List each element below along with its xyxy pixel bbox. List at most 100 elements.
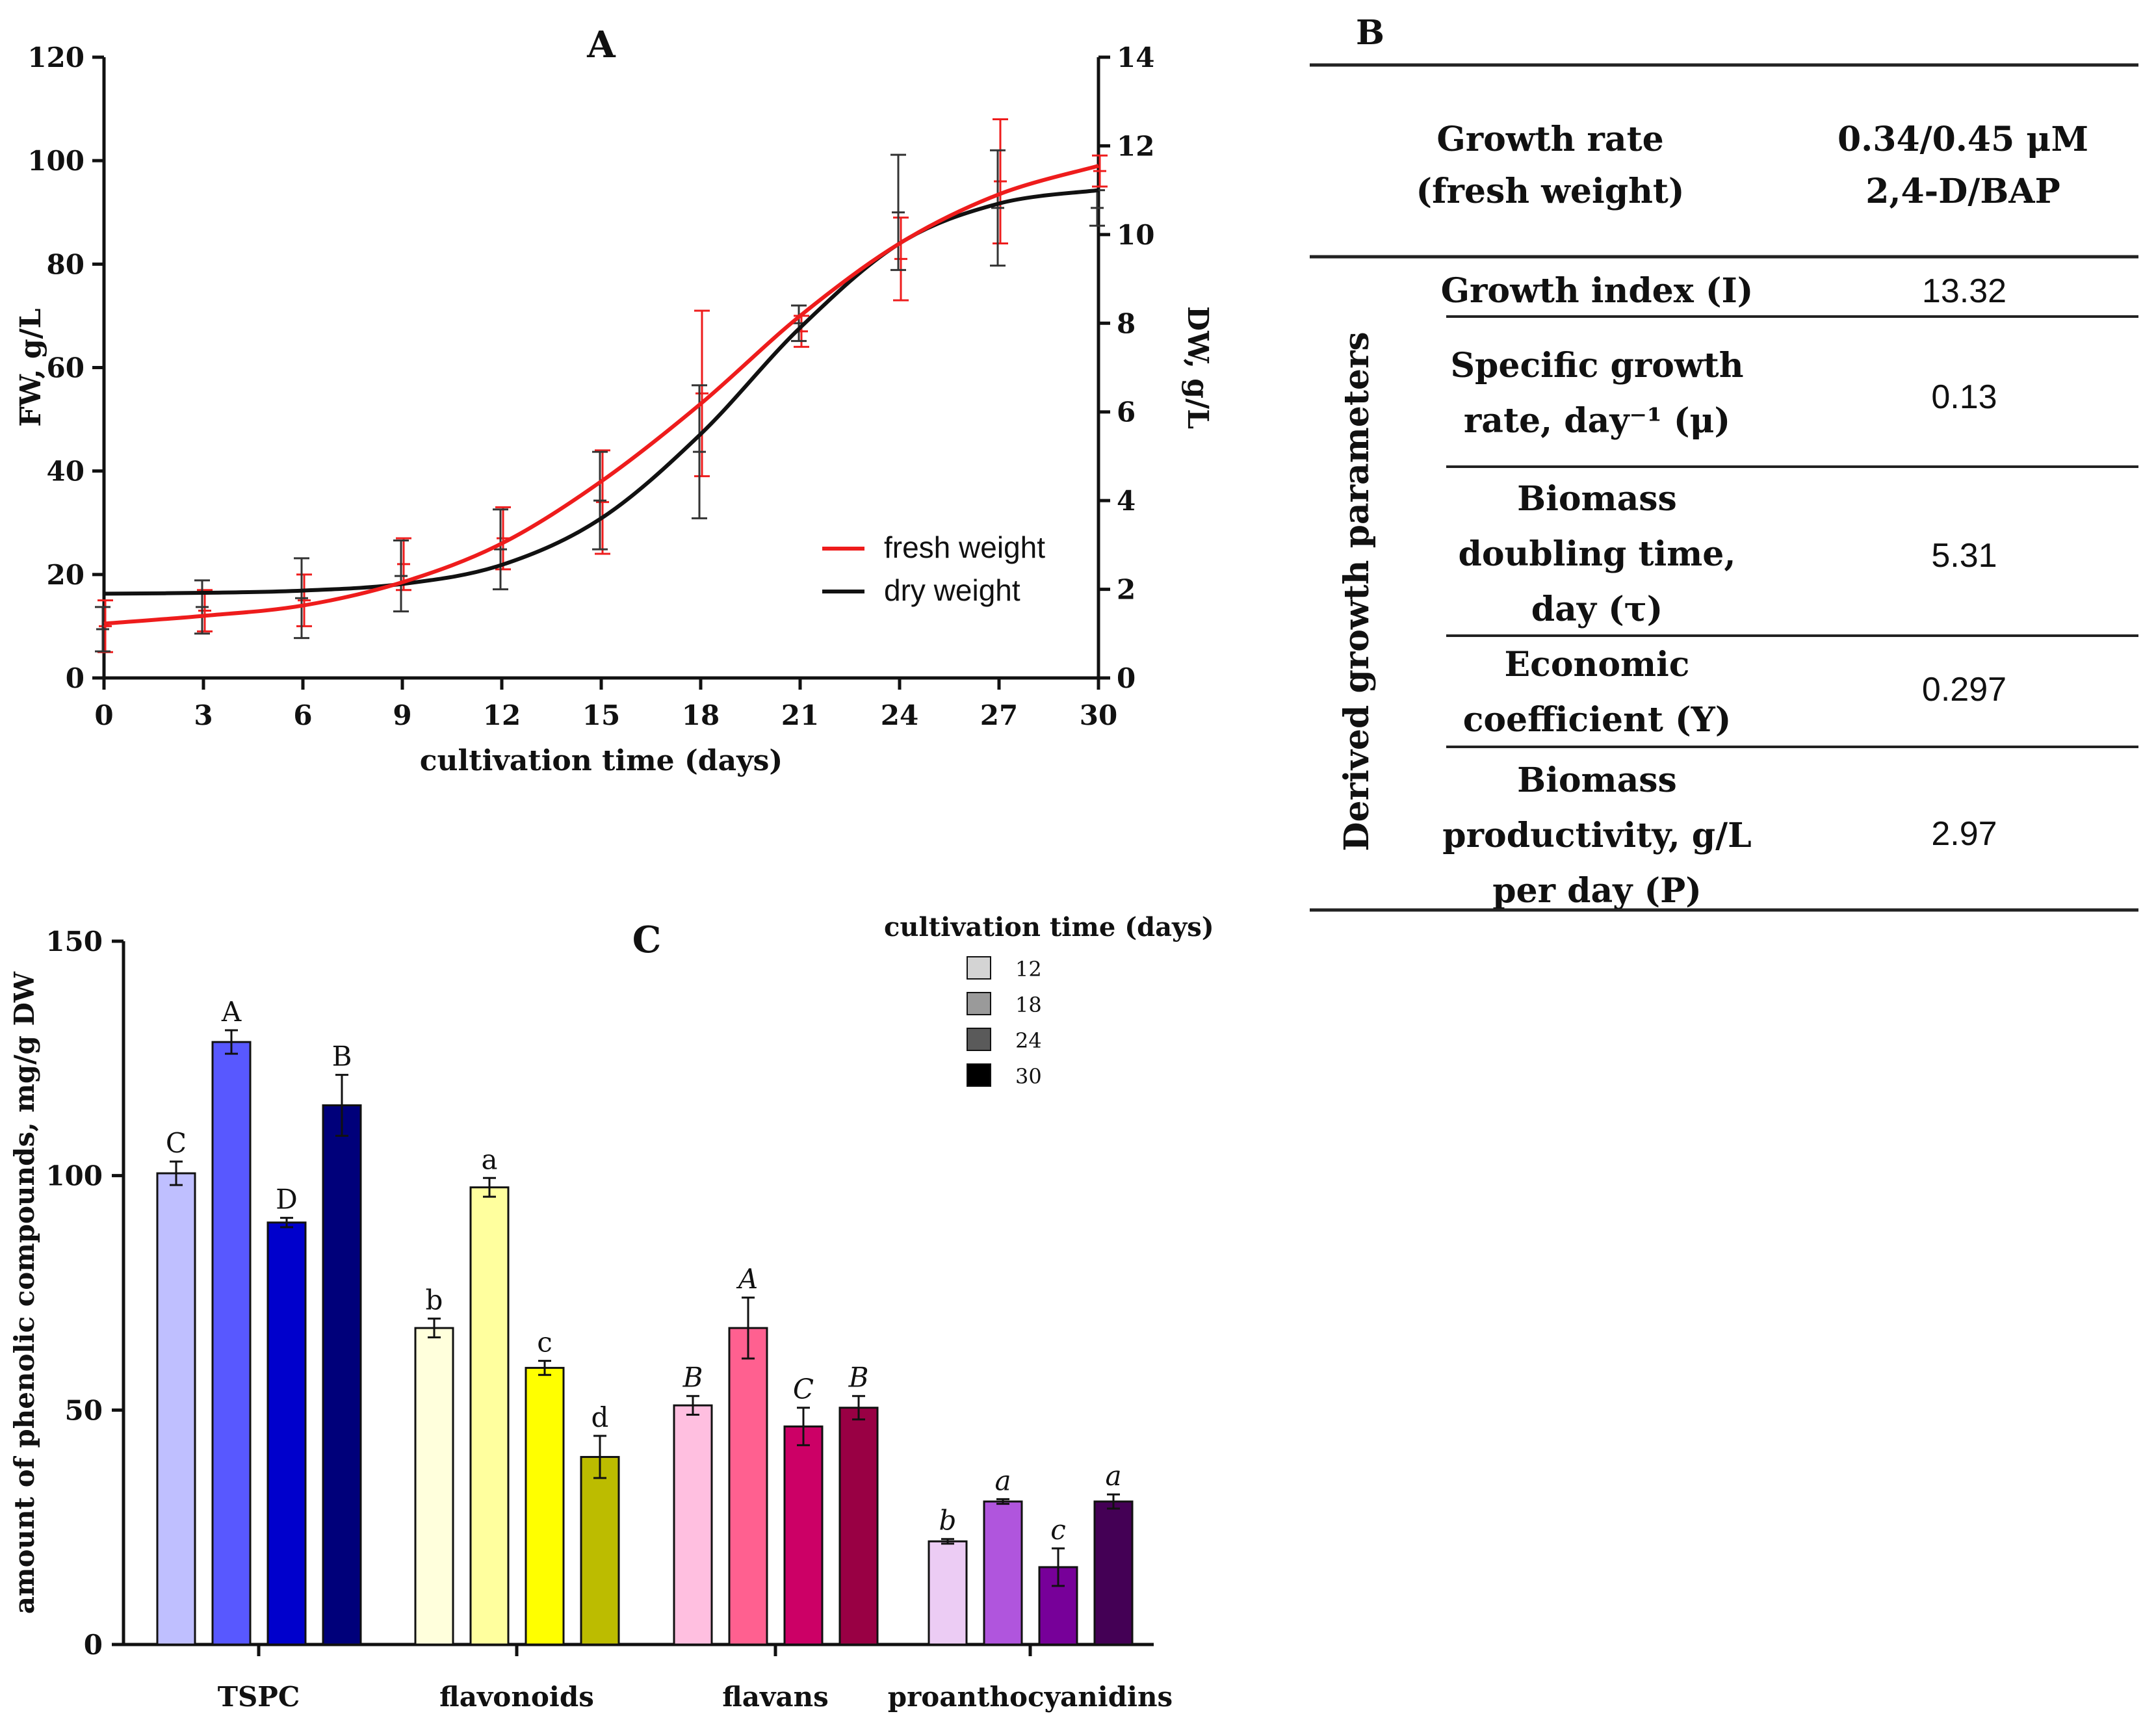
bar [673, 1404, 713, 1646]
y2-axis-title: DW, g/L [1181, 306, 1214, 429]
y-tick-label: 100 [45, 1160, 103, 1192]
y-tick-label: 80 [47, 248, 84, 280]
table-row-value: 0.297 [1922, 671, 2007, 708]
bar [322, 1104, 362, 1646]
significance-letter: B [682, 1362, 703, 1394]
x-tick-label: 15 [582, 699, 620, 731]
significance-letter: d [591, 1401, 609, 1433]
y-tick-label: 120 [27, 42, 84, 73]
y2-tick-label: 8 [1117, 307, 1136, 339]
y2-tick-label: 0 [1117, 662, 1136, 694]
legend-label: dry weight [884, 573, 1020, 607]
y2-tick-label: 12 [1117, 130, 1154, 162]
y2-tick-label: 2 [1117, 574, 1136, 606]
table-row-label: Economic coefficient (Y) [1463, 645, 1732, 740]
x-tick-label: 12 [483, 699, 521, 731]
x-tick-label: 3 [194, 699, 213, 731]
category-label: flavonoids [439, 1681, 594, 1713]
bar [469, 1186, 510, 1646]
y2-tick-label: 4 [1117, 485, 1136, 517]
bar [1093, 1500, 1134, 1646]
y-tick-label: 20 [47, 559, 84, 591]
significance-letter: A [221, 996, 242, 1028]
legend-swatch [967, 1028, 991, 1051]
bar [580, 1455, 620, 1646]
bar [266, 1221, 307, 1646]
x-tick-label: 21 [781, 699, 819, 731]
bar [838, 1407, 879, 1646]
significance-letter: C [793, 1373, 814, 1405]
x-tick-label: 9 [393, 699, 411, 731]
significance-letter: A [736, 1263, 758, 1295]
x-tick-label: 6 [293, 699, 312, 731]
x-tick-label: 27 [980, 699, 1018, 731]
series-line-fresh-weight [103, 164, 1099, 626]
y-axis-title: amount of phenolic compounds, mg/g DW [8, 971, 40, 1614]
significance-letter: b [939, 1505, 957, 1537]
bar [728, 1327, 768, 1646]
table-row-value: 2.97 [1931, 815, 1997, 853]
legend-label: 30 [1015, 1064, 1042, 1089]
table-row-label: Biomass doubling time, day (τ) [1459, 479, 1736, 629]
x-tick-label: 30 [1080, 699, 1117, 731]
y-tick-label: 0 [84, 1629, 103, 1661]
significance-letter: c [1050, 1514, 1066, 1546]
legend-label: 24 [1015, 1028, 1042, 1053]
significance-letter: B [848, 1362, 869, 1394]
table-header-label: Growth rate (fresh weight) [1416, 120, 1684, 211]
panel-c-title: C [632, 918, 662, 961]
significance-letter: a [481, 1143, 497, 1175]
legend-label: 18 [1015, 993, 1042, 1017]
panel-a-title: A [586, 23, 616, 66]
significance-letter: c [537, 1327, 552, 1358]
legend-swatch [967, 956, 991, 980]
panel-b-label: B [1356, 13, 1384, 53]
table-row-label: Biomass productivity, g/L per day (P) [1442, 760, 1751, 911]
table-row-label: Specific growth rate, day⁻¹ (μ) [1450, 346, 1743, 441]
x-axis-title: cultivation time (days) [420, 744, 783, 777]
category-label: flavans [722, 1681, 829, 1713]
bar [211, 1041, 252, 1646]
bar [928, 1540, 968, 1646]
significance-letter: a [1105, 1460, 1121, 1492]
y-axis-title: FW, g/L [14, 308, 47, 426]
significance-letter: C [166, 1127, 187, 1159]
category-label: proanthocyanidins [888, 1681, 1173, 1713]
significance-letter: D [276, 1184, 298, 1216]
y-tick-label: 60 [47, 352, 84, 384]
table-header-value: 0.34/0.45 μM 2,4-D/BAP [1838, 120, 2088, 211]
y-tick-label: 100 [27, 145, 84, 177]
panel-a-growth-curve: 0 3 6 9 12 15 18 21 24 27 300204060801001200246810… [14, 23, 1214, 777]
legend-title: cultivation time (days) [884, 912, 1214, 942]
significance-letter: a [994, 1464, 1011, 1496]
bar [156, 1172, 196, 1646]
bar [414, 1327, 454, 1646]
bar [525, 1366, 565, 1646]
x-tick-label: 18 [682, 699, 720, 731]
y2-tick-label: 6 [1117, 396, 1136, 428]
significance-letter: B [332, 1041, 352, 1072]
table-row-value: 13.32 [1922, 272, 2007, 310]
category-label: TSPC [218, 1681, 300, 1713]
y2-tick-label: 14 [1117, 42, 1154, 73]
y-tick-label: 40 [47, 456, 84, 488]
legend-swatch [967, 1063, 991, 1087]
y-tick-label: 150 [45, 926, 103, 957]
table-row-value: 5.31 [1931, 537, 1997, 575]
table-row-value: 0.13 [1931, 378, 1997, 416]
legend-label: 12 [1015, 957, 1042, 982]
legend-swatch [967, 992, 991, 1015]
y-tick-label: 0 [66, 662, 84, 694]
panel-b-growth-table: B Growth rate (fresh weight) 0.34/0.45 μM 2,… [1310, 13, 2138, 912]
x-tick-label: 0 [94, 699, 113, 731]
y-tick-label: 50 [65, 1394, 103, 1426]
table-row-label: Growth index (I) [1441, 271, 1754, 311]
row-group-label: Derived growth parameters [1337, 332, 1377, 851]
bar [783, 1425, 824, 1646]
x-tick-label: 24 [881, 699, 918, 731]
significance-letter: b [426, 1284, 443, 1316]
bar [983, 1500, 1023, 1646]
y2-tick-label: 10 [1117, 219, 1154, 251]
